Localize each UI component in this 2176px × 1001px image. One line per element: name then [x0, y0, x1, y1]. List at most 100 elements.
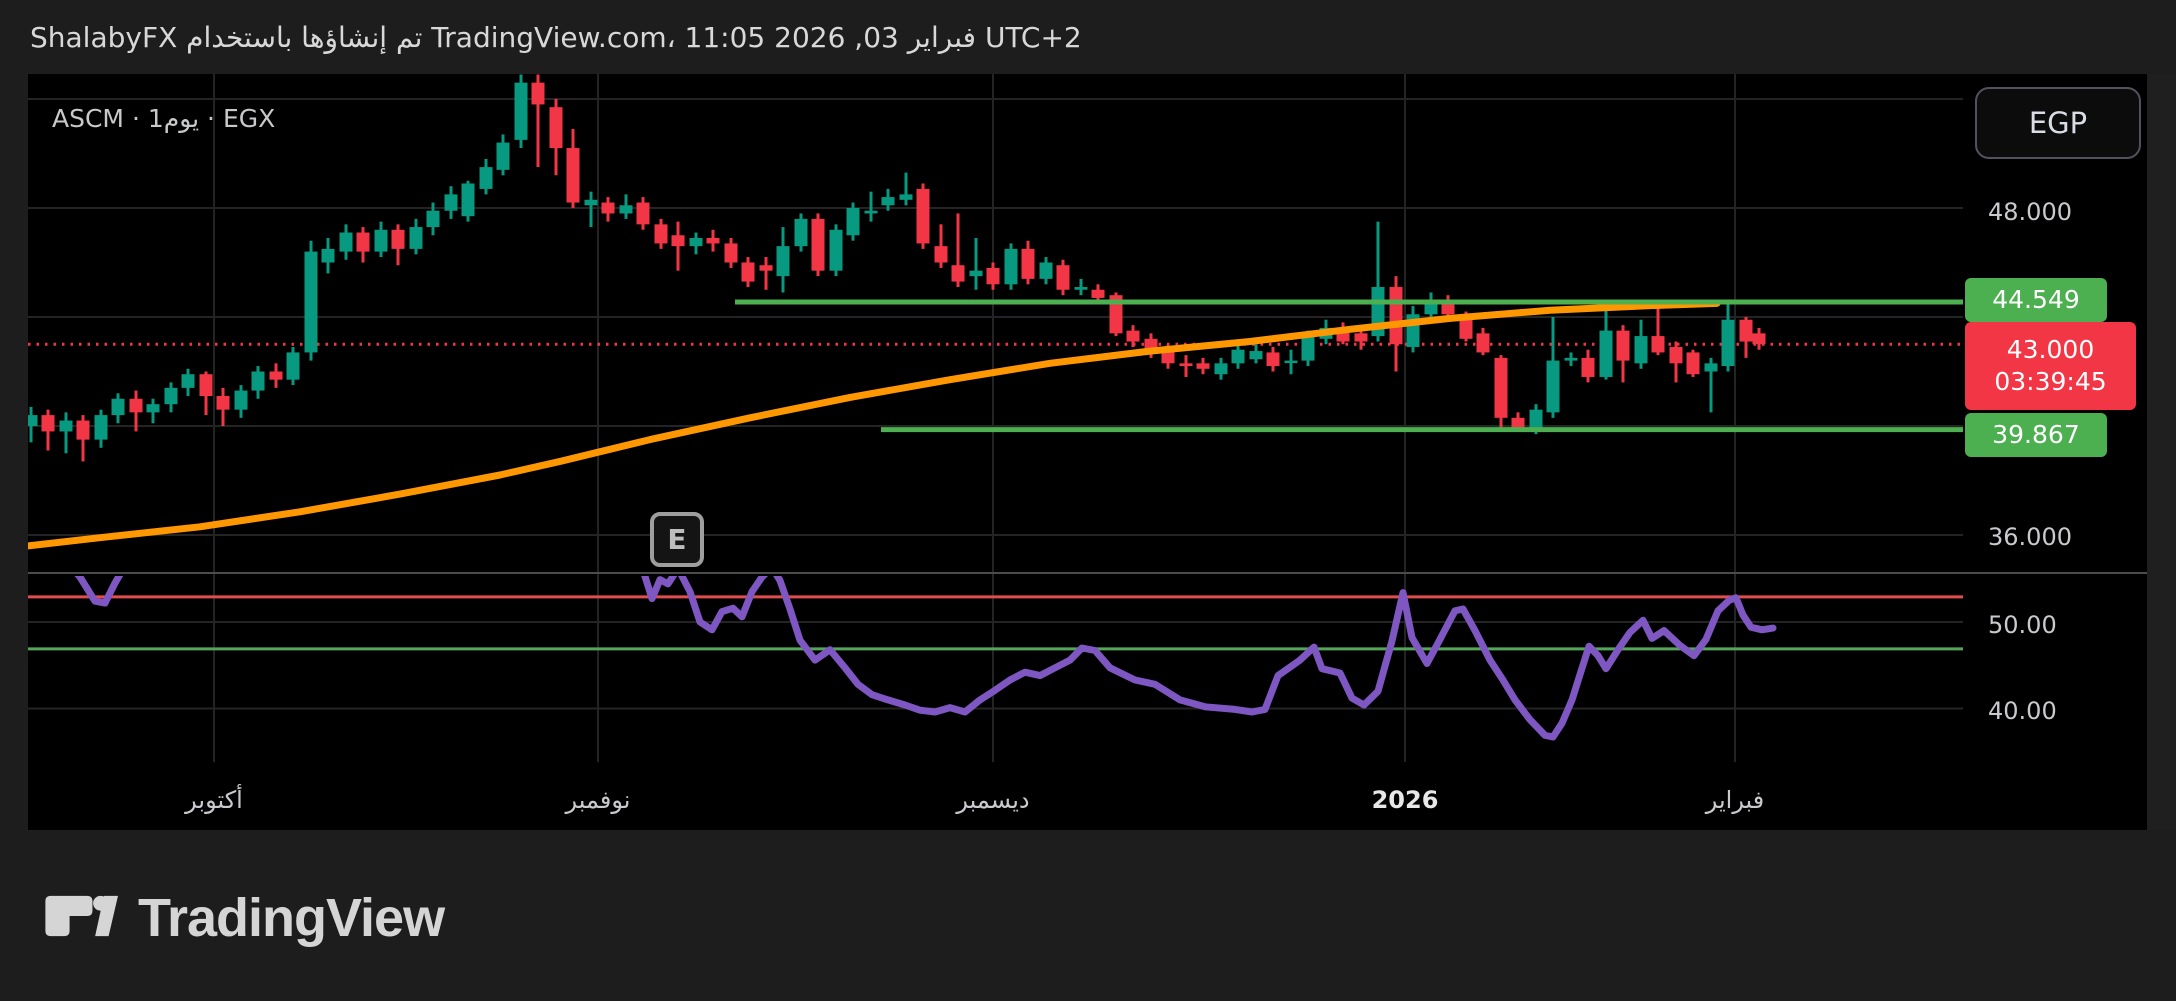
candle-body	[1389, 287, 1403, 345]
candle-body	[1704, 363, 1718, 372]
candle-body	[1354, 333, 1368, 342]
time-axis-label: 2026	[1371, 786, 1439, 814]
candle-body	[181, 374, 195, 388]
candle-body	[94, 415, 108, 440]
candle-body	[461, 183, 475, 217]
candle-body	[724, 243, 738, 263]
candle-body	[566, 148, 580, 203]
candle-body	[1739, 319, 1753, 342]
indicator-axis-label: 40.00	[1988, 697, 2057, 725]
candle-body	[706, 237, 720, 244]
price-axis-label: 48.000	[1988, 198, 2072, 226]
price-label-badge: 44.549	[1965, 278, 2107, 322]
candle-body	[1231, 349, 1245, 364]
candle-body	[1616, 330, 1630, 361]
price-label-badge: 39.867	[1965, 413, 2107, 457]
tradingview-logo-icon	[40, 886, 118, 950]
candle-body	[1074, 287, 1088, 290]
candle-body	[1004, 248, 1018, 285]
candle-body	[916, 188, 930, 244]
candle-body	[374, 229, 388, 252]
candle-body	[1511, 417, 1525, 429]
time-axis-label: نوفمبر	[565, 786, 631, 814]
candle-body	[1109, 295, 1123, 334]
candle-body	[129, 398, 143, 413]
right-margin-strip	[2147, 74, 2176, 830]
candle-body	[1669, 346, 1683, 364]
indicator-axis-label: 50.00	[1988, 611, 2057, 639]
candle-body	[531, 82, 545, 105]
candle-body	[76, 420, 90, 440]
candle-body	[1546, 360, 1560, 413]
candle-body	[776, 246, 790, 277]
candle-body	[269, 371, 283, 380]
candle-body	[671, 235, 685, 247]
candle-body	[1179, 363, 1193, 367]
candle-body	[601, 202, 615, 214]
candle-body	[444, 194, 458, 211]
candle-body	[1056, 265, 1070, 290]
candle-body	[321, 248, 335, 263]
price-axis-label: 36.000	[1988, 523, 2072, 551]
candle-body	[1686, 352, 1700, 375]
candle-body	[304, 251, 318, 353]
candle-body	[986, 267, 1000, 285]
candle-body	[1196, 363, 1210, 369]
candle-body	[234, 390, 248, 410]
chart-area[interactable]	[28, 74, 2176, 830]
candle-body	[1599, 330, 1613, 377]
candle-body	[619, 205, 633, 214]
price-badge-value: 44.549	[1992, 285, 2080, 314]
candle-body	[1752, 333, 1766, 345]
candle-body	[864, 210, 878, 214]
price-badge-value: 43.000	[2006, 335, 2095, 364]
candle-body	[689, 237, 703, 247]
candle-body	[28, 415, 38, 426]
candle-body	[356, 232, 370, 252]
candle-body	[1459, 317, 1473, 339]
candle-body	[111, 398, 125, 416]
candle-body	[1581, 357, 1595, 377]
candle-body	[1249, 351, 1263, 360]
symbol-legend[interactable]: ASCM · 1يوم · EGX	[52, 104, 276, 133]
earnings-event-icon[interactable]: E	[650, 512, 704, 567]
candle-body	[216, 396, 230, 410]
candle-body	[934, 246, 948, 263]
candle-body	[741, 262, 755, 282]
candle-body	[479, 167, 493, 189]
candle-body	[391, 229, 405, 249]
candle-body	[1091, 289, 1105, 298]
candle-body	[881, 197, 895, 206]
chart-canvas[interactable]	[28, 74, 2176, 830]
candle-body	[759, 265, 773, 271]
time-axis-label: فبراير	[1705, 786, 1765, 814]
candle-body	[164, 387, 178, 405]
candle-body	[1721, 319, 1735, 367]
footer-brand[interactable]: TradingView	[40, 886, 445, 950]
candle-body	[41, 415, 55, 432]
candle-body	[654, 224, 668, 244]
time-axis-label: ديسمبر	[956, 786, 1030, 814]
candle-body	[969, 270, 983, 277]
candle-body	[636, 202, 650, 225]
price-badge-countdown: 03:39:45	[1994, 367, 2107, 396]
candle-body	[59, 420, 73, 432]
candle-body	[1634, 336, 1648, 364]
candle-body	[409, 227, 423, 249]
candle-body	[1301, 336, 1315, 361]
candle-body	[1651, 336, 1665, 353]
candle-body	[199, 374, 213, 397]
candle-body	[514, 82, 528, 140]
candle-body	[426, 210, 440, 228]
time-axis-label: أكتوبر	[185, 786, 243, 814]
candle-body	[584, 199, 598, 206]
candle-body	[146, 404, 160, 413]
candle-body	[1214, 363, 1228, 375]
candle-body	[951, 265, 965, 282]
currency-badge[interactable]: EGP	[1975, 87, 2141, 159]
candle-body	[1039, 262, 1053, 279]
candle-body	[829, 229, 843, 271]
moving-average-line	[28, 299, 1721, 550]
candle-body	[1126, 330, 1140, 342]
